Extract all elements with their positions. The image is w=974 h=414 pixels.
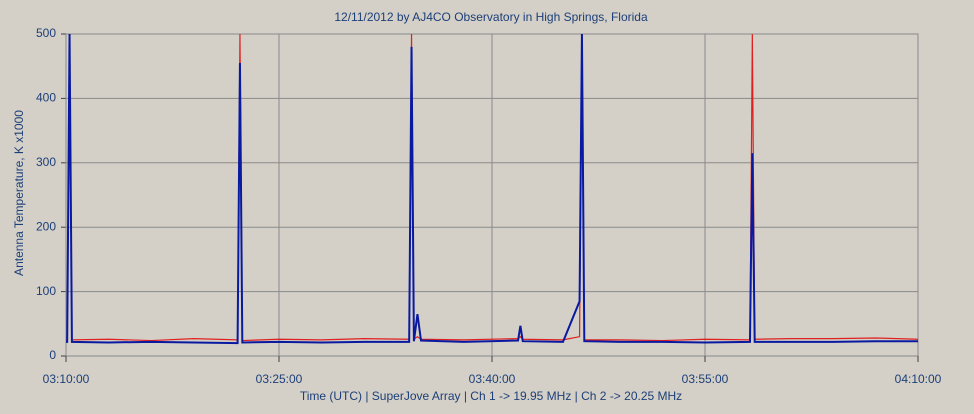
y-tick-label: 0 <box>49 348 56 362</box>
x-tick-label: 03:40:00 <box>469 372 516 386</box>
chart-title: 12/11/2012 by AJ4CO Observatory in High … <box>334 10 648 24</box>
x-tick-label: 03:10:00 <box>43 372 90 386</box>
y-tick-label: 300 <box>36 155 56 169</box>
x-tick-label: 03:55:00 <box>682 372 729 386</box>
y-tick-label: 200 <box>36 219 56 233</box>
x-tick-label: 03:25:00 <box>256 372 303 386</box>
y-tick-label: 500 <box>36 26 56 40</box>
x-axis-label: Time (UTC) | SuperJove Array | Ch 1 -> 1… <box>300 389 682 403</box>
y-tick-label: 100 <box>36 284 56 298</box>
series-line <box>66 33 918 345</box>
y-axis-label: Antenna Temperature, K x1000 <box>12 110 26 276</box>
y-tick-label: 400 <box>36 91 56 105</box>
x-tick-label: 04:10:00 <box>895 372 942 386</box>
